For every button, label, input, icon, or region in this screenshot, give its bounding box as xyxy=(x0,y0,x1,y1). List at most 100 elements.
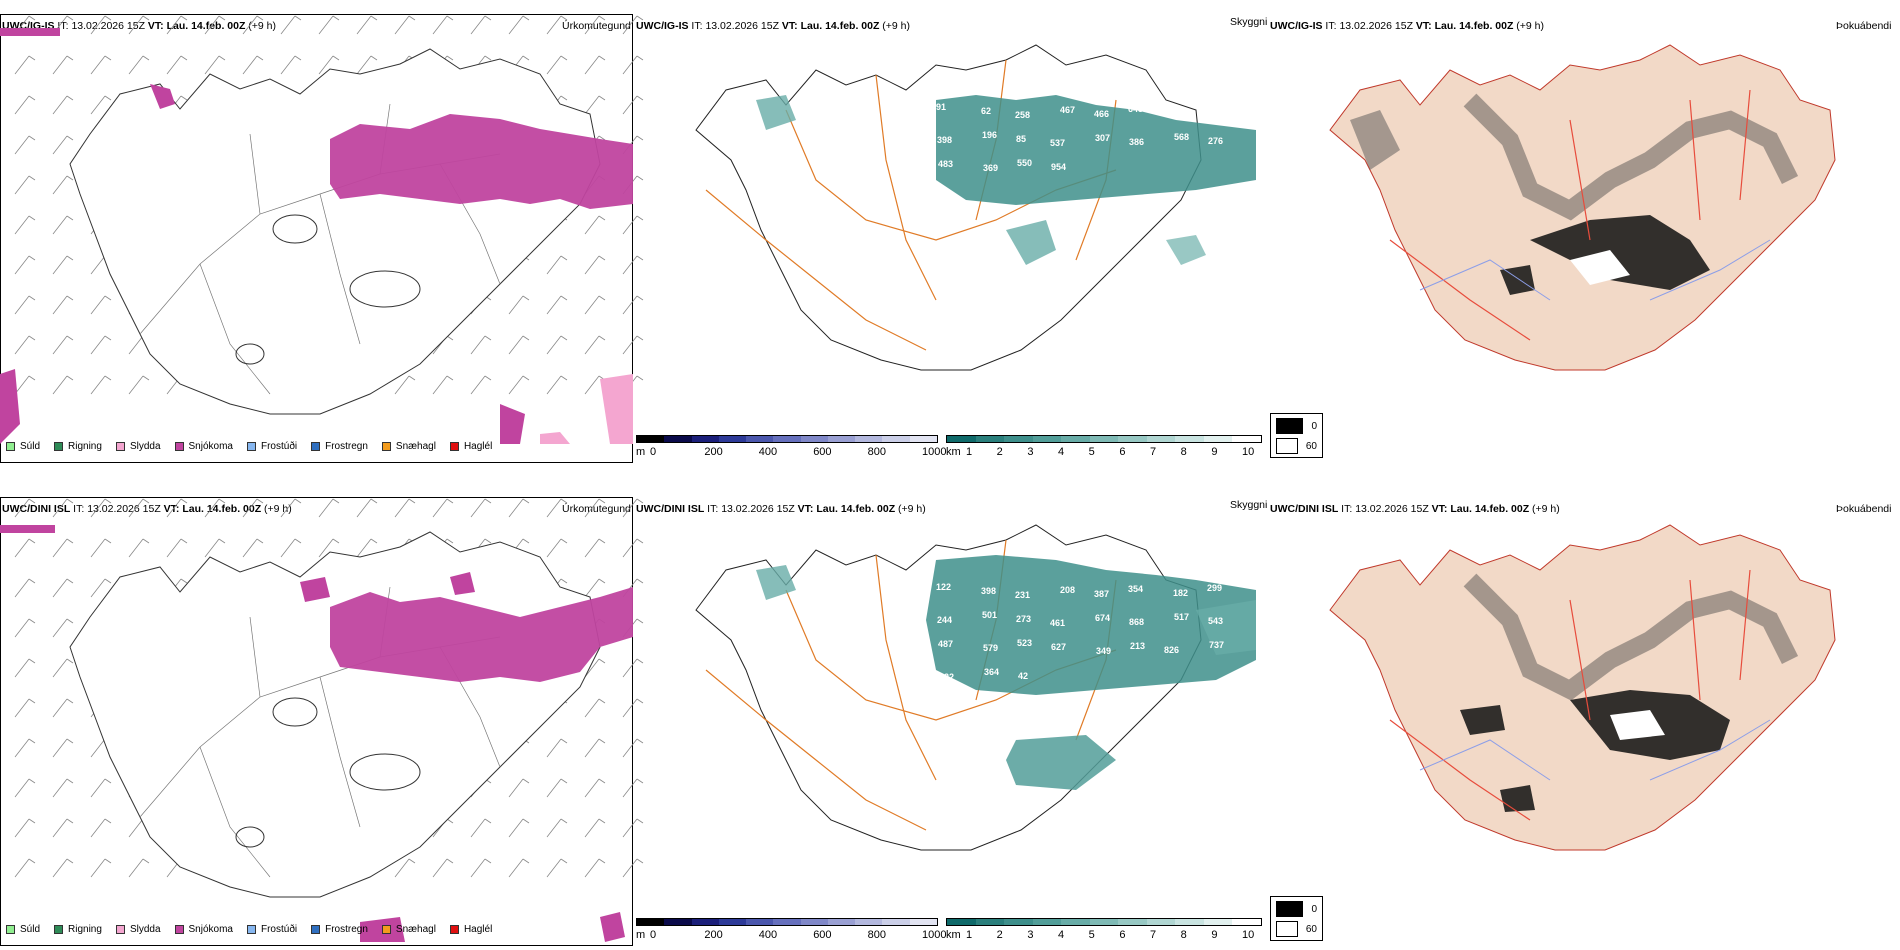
ceiling-label: 307 xyxy=(1095,133,1110,143)
forecast-offset: (+9 h) xyxy=(898,503,926,515)
colorbar-tick: 3 xyxy=(1027,929,1034,941)
legend-label: Snjókoma xyxy=(188,923,233,935)
panel-title-fog: Þokuábendi xyxy=(1836,20,1892,32)
legend-item: Súld xyxy=(6,924,40,935)
ceiling-label: 550 xyxy=(1017,158,1032,168)
colorbar-ceiling-m xyxy=(636,918,938,926)
colorbar-tick: 7 xyxy=(1150,446,1157,458)
colorbar-unit: km xyxy=(946,929,961,941)
ceiling-label: 483 xyxy=(938,159,953,169)
ceiling-label: 91 xyxy=(936,102,946,112)
legend-item: Snæhagl xyxy=(381,923,436,935)
ceiling-label: 543 xyxy=(1208,616,1223,626)
colorbar-tick: 8 xyxy=(1180,446,1187,458)
fog-key-row: 0 xyxy=(1276,418,1317,434)
legend-swatch xyxy=(6,924,15,934)
colorbar-tick: 600 xyxy=(813,446,832,458)
snow-area xyxy=(330,114,633,209)
ceiling-label: 568 xyxy=(1174,132,1189,142)
fog-key-1: 0 60 xyxy=(1270,413,1323,458)
fog-key-row: 60 xyxy=(1276,921,1317,937)
ceiling-label: 954 xyxy=(1051,162,1066,172)
it-label: IT: xyxy=(691,20,703,32)
fog-key-row: 0 xyxy=(1276,901,1317,917)
legend-swatch xyxy=(6,441,15,451)
ceiling-label: 387 xyxy=(1094,589,1109,599)
vt-value: Lau. 14.feb. 00Z xyxy=(1450,503,1530,515)
ceiling-label: 737 xyxy=(1209,640,1224,650)
colorbar-unit: km xyxy=(946,446,961,458)
fog-key-label: 60 xyxy=(1305,440,1317,452)
colorbar-tick: 5 xyxy=(1088,929,1095,941)
precip-type-map-1 xyxy=(0,15,644,444)
colorbar-tick: 200 xyxy=(704,446,723,458)
ceiling-label: 244 xyxy=(937,615,952,625)
colorbar-tick: 7 xyxy=(1150,929,1157,941)
colorbar-tick: 2 xyxy=(996,446,1003,458)
colorbar-tick: 800 xyxy=(867,446,886,458)
legend-label: Snæhagl xyxy=(395,923,436,935)
ceiling-label: 643 xyxy=(1128,104,1143,114)
legend-label: Súld xyxy=(20,923,41,935)
header-row-2-fog: UWC/DINI ISL IT: 13.02.2026 15Z VT: Lau.… xyxy=(1270,503,1560,515)
ceiling-label: 579 xyxy=(983,643,998,653)
colorbar-tick: 9 xyxy=(1211,446,1218,458)
ceiling-label: 674 xyxy=(1095,613,1110,623)
precip-legend: Súld Rigning Slydda Snjókoma Frostúði Frostre… xyxy=(6,921,506,937)
legend-item: Haglél xyxy=(449,441,492,452)
legend-swatch xyxy=(246,924,256,934)
legend-label: Frostregn xyxy=(325,440,368,452)
ceiling-label: 398 xyxy=(937,135,952,145)
model-name: UWC/IG-IS xyxy=(636,20,689,32)
it-value: 13.02.2026 15Z xyxy=(87,503,161,515)
colorbar-tick: 8 xyxy=(1180,929,1187,941)
fog-key-2: 0 60 xyxy=(1270,896,1323,941)
colorbar-tick: 800 xyxy=(867,929,886,941)
colorbar-visibility-km xyxy=(946,435,1262,443)
ceiling-label: 523 xyxy=(1017,638,1032,648)
panel-title-precip-type: Úrkomutegund xyxy=(562,20,631,32)
vt-label: VT: xyxy=(797,503,814,515)
legend-swatch xyxy=(115,924,125,934)
colorbar-tick: 1000 xyxy=(922,446,947,458)
header-row-1-fog: UWC/IG-IS IT: 13.02.2026 15Z VT: Lau. 14… xyxy=(1270,20,1544,32)
colorbar-visibility-km xyxy=(946,918,1262,926)
legend-swatch xyxy=(449,924,459,934)
legend-item: Frostúði xyxy=(246,924,297,935)
it-value: 13.02.2026 15Z xyxy=(705,20,779,32)
colorbar-unit: m xyxy=(636,446,646,458)
legend-swatch xyxy=(381,441,391,451)
vt-value: Lau. 14.feb. 00Z xyxy=(1434,20,1514,32)
legend-swatch xyxy=(115,441,125,451)
precip-type-map-2 xyxy=(0,498,644,942)
ceiling-label: 62 xyxy=(981,106,991,116)
legend-label: Frostúði xyxy=(260,440,298,452)
it-label: IT: xyxy=(1341,503,1353,515)
legend-item: Súld xyxy=(6,441,40,452)
ceiling-label: 354 xyxy=(1128,584,1143,594)
ceiling-label: 487 xyxy=(938,639,953,649)
iceland-outline xyxy=(69,531,601,898)
colorbar-tick: 1000 xyxy=(922,929,947,941)
colorbar-tick: 10 xyxy=(1242,929,1255,941)
ceiling-label: 537 xyxy=(1050,138,1065,148)
colorbar-tick: 9 xyxy=(1211,929,1218,941)
forecast-offset: (+9 h) xyxy=(1532,503,1560,515)
colorbar-tick: 6 xyxy=(1119,446,1126,458)
legend-label: Rigning xyxy=(68,440,102,452)
ceiling-label: 196 xyxy=(982,130,997,140)
ceiling-label: 627 xyxy=(1051,642,1066,652)
colorbar-tick: 400 xyxy=(758,929,778,941)
legend-swatch xyxy=(311,441,321,451)
ceiling-label: 276 xyxy=(1208,136,1223,146)
forecast-offset: (+9 h) xyxy=(882,20,911,32)
fog-map-2 xyxy=(1329,524,1836,851)
colorbar-tick: 3 xyxy=(1027,446,1034,458)
model-name: UWC/IG-IS xyxy=(1270,20,1323,32)
legend-label: Snæhagl xyxy=(395,440,436,452)
ceiling-label: 231 xyxy=(1015,590,1030,600)
ceiling-label: 213 xyxy=(1130,641,1145,651)
model-name: UWC/DINI ISL xyxy=(1270,503,1339,515)
legend-label: Haglél xyxy=(463,923,493,935)
iceland-outline xyxy=(695,44,1202,371)
